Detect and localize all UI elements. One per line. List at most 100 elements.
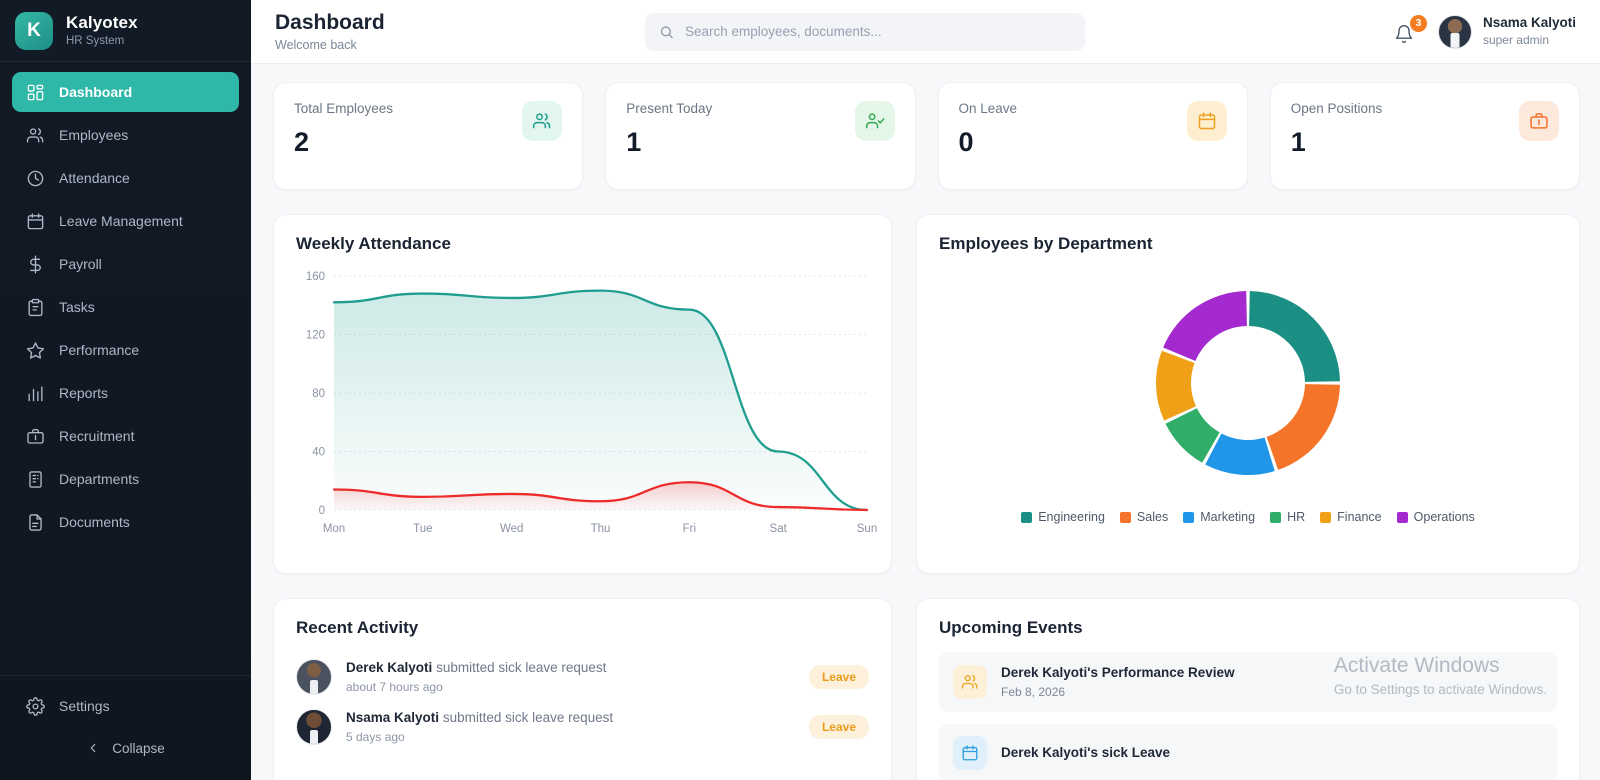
stat-card-present-today: Present Today 1 [605,82,916,190]
legend-label: Marketing [1200,510,1256,524]
sidebar-item-label: Dashboard [59,84,133,100]
activity-user: Nsama Kalyoti [346,710,440,726]
user-check-icon [854,101,895,141]
stat-value: 1 [1290,127,1306,157]
building-icon [29,470,42,488]
sidebar-item-performance[interactable]: Performance [12,330,239,370]
events-list: Derek Kalyoti's Performance Review Feb 8,… [917,638,1579,780]
sidebar-item-leave-management[interactable]: Leave Management [12,201,239,241]
sidebar-item-dashboard[interactable]: Dashboard [12,72,239,112]
sidebar-item-label: Leave Management [59,213,183,229]
dollar-icon [26,255,45,274]
stat-value: 0 [958,127,974,157]
event-row[interactable]: Derek Kalyoti's sick Leave [939,724,1557,780]
avatar [1437,14,1472,49]
user-menu[interactable]: Nsama Kalyoti super admin [1437,14,1576,49]
donut-slice-operations[interactable] [1163,291,1247,362]
legend-swatch [1320,511,1332,523]
weekly-attendance-title: Weekly Attendance [296,234,451,253]
sidebar-footer: Settings Collapse [0,675,251,780]
dollar-icon [30,255,41,273]
donut-slice-finance[interactable] [1156,350,1196,421]
bar-chart-icon [26,384,45,403]
legend-item-marketing[interactable]: Marketing [1183,510,1255,524]
clock-icon [26,169,45,188]
star-icon [26,341,45,360]
legend-swatch [1396,511,1408,523]
sidebar-item-label: Attendance [59,170,130,186]
sidebar-item-label: Recruitment [59,428,135,444]
page-title: Dashboard [275,10,385,34]
donut-slice-sales[interactable] [1266,384,1340,470]
top-bar-right: 3 Nsama Kalyoti super admin [1394,14,1576,49]
sidebar-item-settings[interactable]: Settings [12,686,239,726]
svg-text:0: 0 [319,505,325,517]
activity-list: Derek Kalyoti submitted sick leave reque… [274,638,891,752]
notification-badge: 3 [1409,14,1427,32]
legend-item-finance[interactable]: Finance [1320,510,1382,524]
legend-item-hr[interactable]: HR [1270,510,1305,524]
area-series-present [334,290,867,510]
sidebar-item-attendance[interactable]: Attendance [12,158,239,198]
donut-chart-wrap: Engineering Sales Marketing HR Finance Operat… [917,254,1579,524]
avatar [296,709,332,746]
stat-value: 1 [626,127,642,157]
stat-label: Open Positions [1290,101,1383,116]
status-badge: Leave [808,715,869,740]
event-date: Feb 8, 2026 [1001,684,1066,699]
activity-time: 5 days ago [346,729,405,744]
users-icon [26,127,44,143]
legend-item-sales[interactable]: Sales [1119,510,1168,524]
search-input[interactable] [684,24,1071,39]
legend-label: Engineering [1038,510,1105,524]
activity-row[interactable]: Derek Kalyoti submitted sick leave reque… [296,652,869,702]
svg-text:120: 120 [306,330,325,342]
legend-item-operations[interactable]: Operations [1396,510,1475,524]
line-series-present [332,289,869,512]
sidebar-item-payroll[interactable]: Payroll [12,244,239,284]
line-series-absent [332,481,869,512]
sidebar-item-label: Tasks [59,299,95,315]
sidebar-item-reports[interactable]: Reports [12,373,239,413]
donut-slice-marketing[interactable] [1205,433,1275,475]
document-icon [29,513,42,531]
sidebar-nav: Dashboard Employees Attendance Leave Manage… [0,62,251,675]
chevron-left-icon [90,743,96,753]
sidebar-item-documents[interactable]: Documents [12,502,239,542]
grid-icon [26,83,45,102]
brand[interactable]: K Kalyotex HR System [0,0,251,62]
sidebar-item-employees[interactable]: Employees [12,115,239,155]
sidebar-item-recruitment[interactable]: Recruitment [12,416,239,456]
event-title: Derek Kalyoti's sick Leave [1001,745,1171,761]
donut-slice-hr[interactable] [1165,408,1220,463]
activity-action: submitted sick leave request [436,660,607,675]
bell-icon [1395,24,1413,43]
collapse-sidebar-button[interactable]: Collapse [12,730,239,766]
weekly-attendance-chart: 0 40 80 120 160 Mon Tue Wed Thu Fri Sat Sun [274,254,891,547]
donut-legend: Engineering Sales Marketing HR Finance Operat… [1021,510,1475,524]
top-bar: Dashboard Welcome back 3 Nsama Kalyoti s… [251,0,1600,64]
sidebar: K Kalyotex HR System Dashboard Employees A… [0,0,251,780]
sidebar-item-departments[interactable]: Departments [12,459,239,499]
event-row[interactable]: Derek Kalyoti's Performance Review Feb 8,… [939,652,1557,713]
upcoming-events-title: Upcoming Events [939,618,1083,637]
notifications-button[interactable]: 3 [1394,14,1427,45]
svg-text:40: 40 [312,447,325,459]
search-bar[interactable] [645,12,1085,51]
legend-label: Operations [1413,510,1475,524]
svg-text:160: 160 [306,271,325,283]
donut-slice-engineering[interactable] [1249,291,1340,382]
users-icon [522,101,563,141]
user-role: super admin [1482,32,1549,47]
calendar-icon [953,736,987,771]
brand-subtitle: HR System [66,34,125,47]
legend-label: Finance [1337,510,1382,524]
activity-row[interactable]: Nsama Kalyoti submitted sick leave reque… [296,702,869,752]
sidebar-item-tasks[interactable]: Tasks [12,287,239,327]
donut-chart-svg [1156,291,1340,475]
document-icon [26,513,45,532]
legend-item-engineering[interactable]: Engineering [1021,510,1105,524]
stat-label: On Leave [958,101,1018,116]
dashboard-content: Total Employees 2 Present Today 1 On Leave 0 O… [251,64,1600,780]
legend-swatch [1270,511,1282,523]
